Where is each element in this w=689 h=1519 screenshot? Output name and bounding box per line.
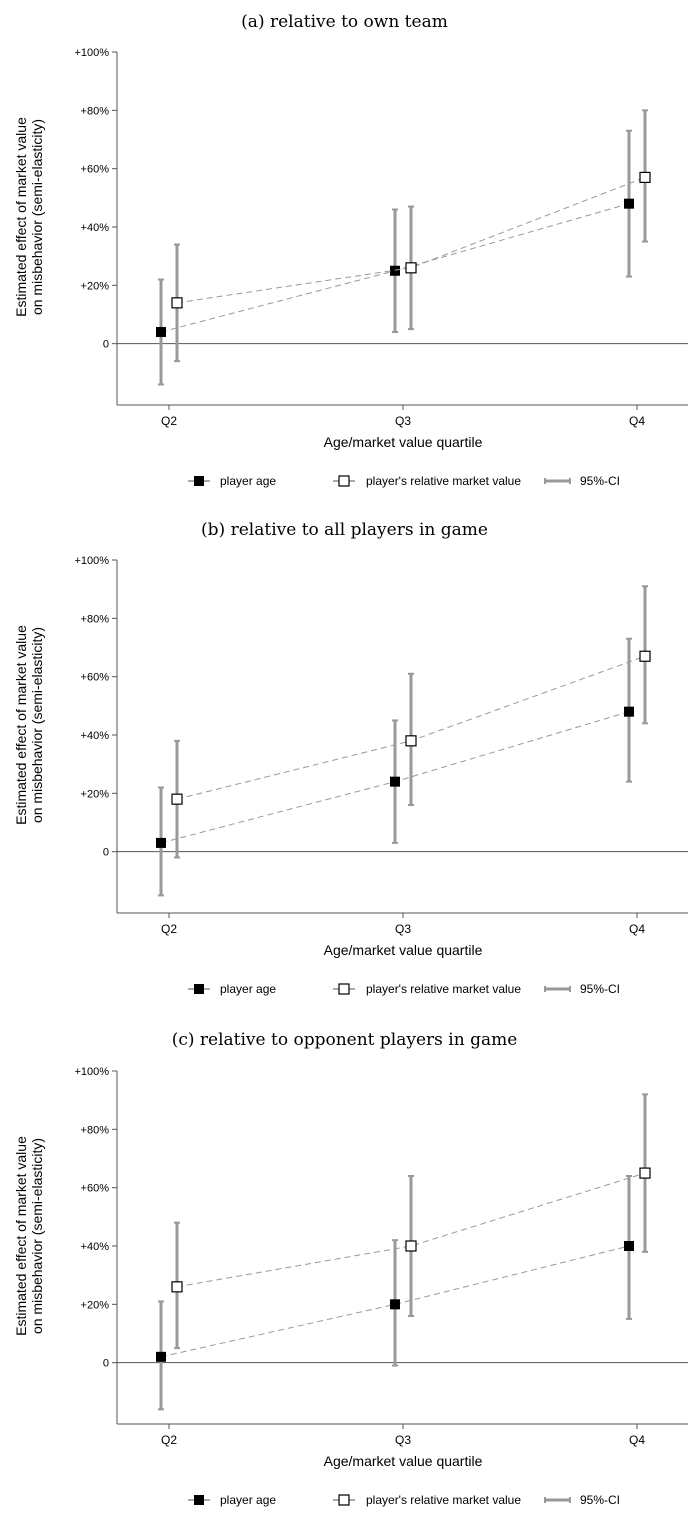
point-market-value bbox=[639, 171, 651, 184]
point-market-value bbox=[405, 735, 417, 747]
y-tick-label: +20% bbox=[81, 1299, 110, 1311]
point-player-age bbox=[624, 198, 634, 209]
point-market-value bbox=[171, 297, 183, 309]
chart-a: 0 +20% +40% +60% +80% +100% Q2 Q3 Q4 Age/market v… bbox=[13, 47, 688, 488]
legend-marker-player-age bbox=[194, 1495, 204, 1505]
point-market-value bbox=[405, 1240, 417, 1252]
chart-title: (c) relative to opponent players in game bbox=[171, 1030, 518, 1050]
point-market-value bbox=[639, 650, 651, 662]
y-tick-label: +100% bbox=[74, 1066, 109, 1078]
y-tick-label: +20% bbox=[81, 788, 110, 800]
legend-label-player-age: player age bbox=[220, 982, 276, 996]
x-tick-label: Q3 bbox=[395, 1433, 411, 1447]
y-tick-label: +40% bbox=[81, 222, 110, 234]
point-market-value bbox=[405, 262, 417, 274]
legend-marker-market-value bbox=[338, 1494, 350, 1506]
y-tick-label: +100% bbox=[74, 555, 109, 567]
point-player-age bbox=[624, 1241, 634, 1251]
legend-label-ci: 95%-CI bbox=[580, 474, 620, 488]
x-tick-label: Q4 bbox=[629, 1433, 645, 1447]
y-axis-title-line: on misbehavior (semi-elasticity) bbox=[29, 627, 45, 823]
y-tick-label: 0 bbox=[103, 339, 109, 351]
legend: player age player's relative market value… bbox=[188, 474, 620, 488]
chart-title: (b) relative to all players in game bbox=[201, 520, 488, 540]
series-line bbox=[160, 1245, 630, 1358]
y-axis-title-line: Estimated effect of market value bbox=[13, 625, 29, 825]
legend-marker-player-age bbox=[194, 476, 204, 486]
y-tick-label: 0 bbox=[103, 1358, 109, 1370]
chart-c: 0 +20% +40% +60% +80% +100% Q2 Q3 Q4 Age/market v… bbox=[13, 1066, 688, 1507]
chart-b: 0 +20% +40% +60% +80% +100% Q2 Q3 Q4 Age/market v… bbox=[13, 555, 688, 996]
point-market-value bbox=[171, 1281, 183, 1293]
y-tick-label: +40% bbox=[81, 1241, 110, 1253]
panel-a: (a) relative to own team 0 +20% +40% +60% +8… bbox=[0, 0, 689, 500]
legend-label-market-value: player's relative market value bbox=[366, 1493, 521, 1507]
y-tick-label: +60% bbox=[81, 1183, 110, 1195]
panel-c: (c) relative to opponent players in game… bbox=[0, 1020, 689, 1512]
x-tick-label: Q3 bbox=[395, 414, 411, 428]
y-tick-label: +80% bbox=[81, 613, 110, 625]
x-axis-title: Age/market value quartile bbox=[324, 942, 483, 958]
legend-label-player-age: player age bbox=[220, 474, 276, 488]
x-tick-label: Q4 bbox=[629, 922, 645, 936]
y-tick-label: 0 bbox=[103, 847, 109, 859]
legend-label-ci: 95%-CI bbox=[580, 1493, 620, 1507]
x-tick-label: Q4 bbox=[629, 414, 645, 428]
point-player-age bbox=[156, 327, 166, 337]
point-player-age bbox=[156, 1351, 166, 1362]
x-tick-label: Q2 bbox=[161, 922, 177, 936]
y-tick-label: +60% bbox=[81, 164, 110, 176]
series-line bbox=[176, 1172, 646, 1288]
legend-marker-market-value bbox=[338, 475, 350, 487]
legend: player age player's relative market value… bbox=[188, 1493, 620, 1507]
y-tick-label: +20% bbox=[81, 280, 110, 292]
legend: player age player's relative market value… bbox=[188, 982, 620, 996]
panel-b: (b) relative to all players in game 0 +20… bbox=[0, 510, 689, 1010]
legend-marker-market-value bbox=[338, 983, 350, 995]
y-axis-title-line: on misbehavior (semi-elasticity) bbox=[29, 1138, 45, 1334]
legend-label-ci: 95%-CI bbox=[580, 982, 620, 996]
x-axis-title: Age/market value quartile bbox=[324, 434, 483, 450]
x-tick-label: Q3 bbox=[395, 922, 411, 936]
legend-label-player-age: player age bbox=[220, 1493, 276, 1507]
y-axis-title-line: Estimated effect of market value bbox=[13, 1136, 29, 1336]
series-line bbox=[176, 176, 646, 304]
point-player-age bbox=[390, 1299, 400, 1310]
legend-label-market-value: player's relative market value bbox=[366, 474, 521, 488]
point-player-age bbox=[156, 837, 166, 848]
y-axis-title-line: Estimated effect of market value bbox=[13, 117, 29, 317]
x-tick-label: Q2 bbox=[161, 1433, 177, 1447]
y-tick-label: +40% bbox=[81, 730, 110, 742]
point-player-age bbox=[390, 265, 400, 276]
legend-label-market-value: player's relative market value bbox=[366, 982, 521, 996]
y-tick-label: +80% bbox=[81, 105, 110, 117]
y-tick-label: +80% bbox=[81, 1124, 110, 1136]
x-axis-title: Age/market value quartile bbox=[324, 1453, 483, 1469]
y-axis-title-line: on misbehavior (semi-elasticity) bbox=[29, 119, 45, 315]
point-market-value bbox=[171, 793, 183, 805]
chart-title: (a) relative to own team bbox=[241, 12, 448, 32]
y-tick-label: +60% bbox=[81, 672, 110, 684]
point-player-age bbox=[390, 776, 400, 787]
legend-marker-player-age bbox=[194, 984, 204, 994]
point-market-value bbox=[639, 1167, 651, 1179]
x-tick-label: Q2 bbox=[161, 414, 177, 428]
point-player-age bbox=[624, 706, 634, 717]
y-tick-label: +100% bbox=[74, 47, 109, 59]
